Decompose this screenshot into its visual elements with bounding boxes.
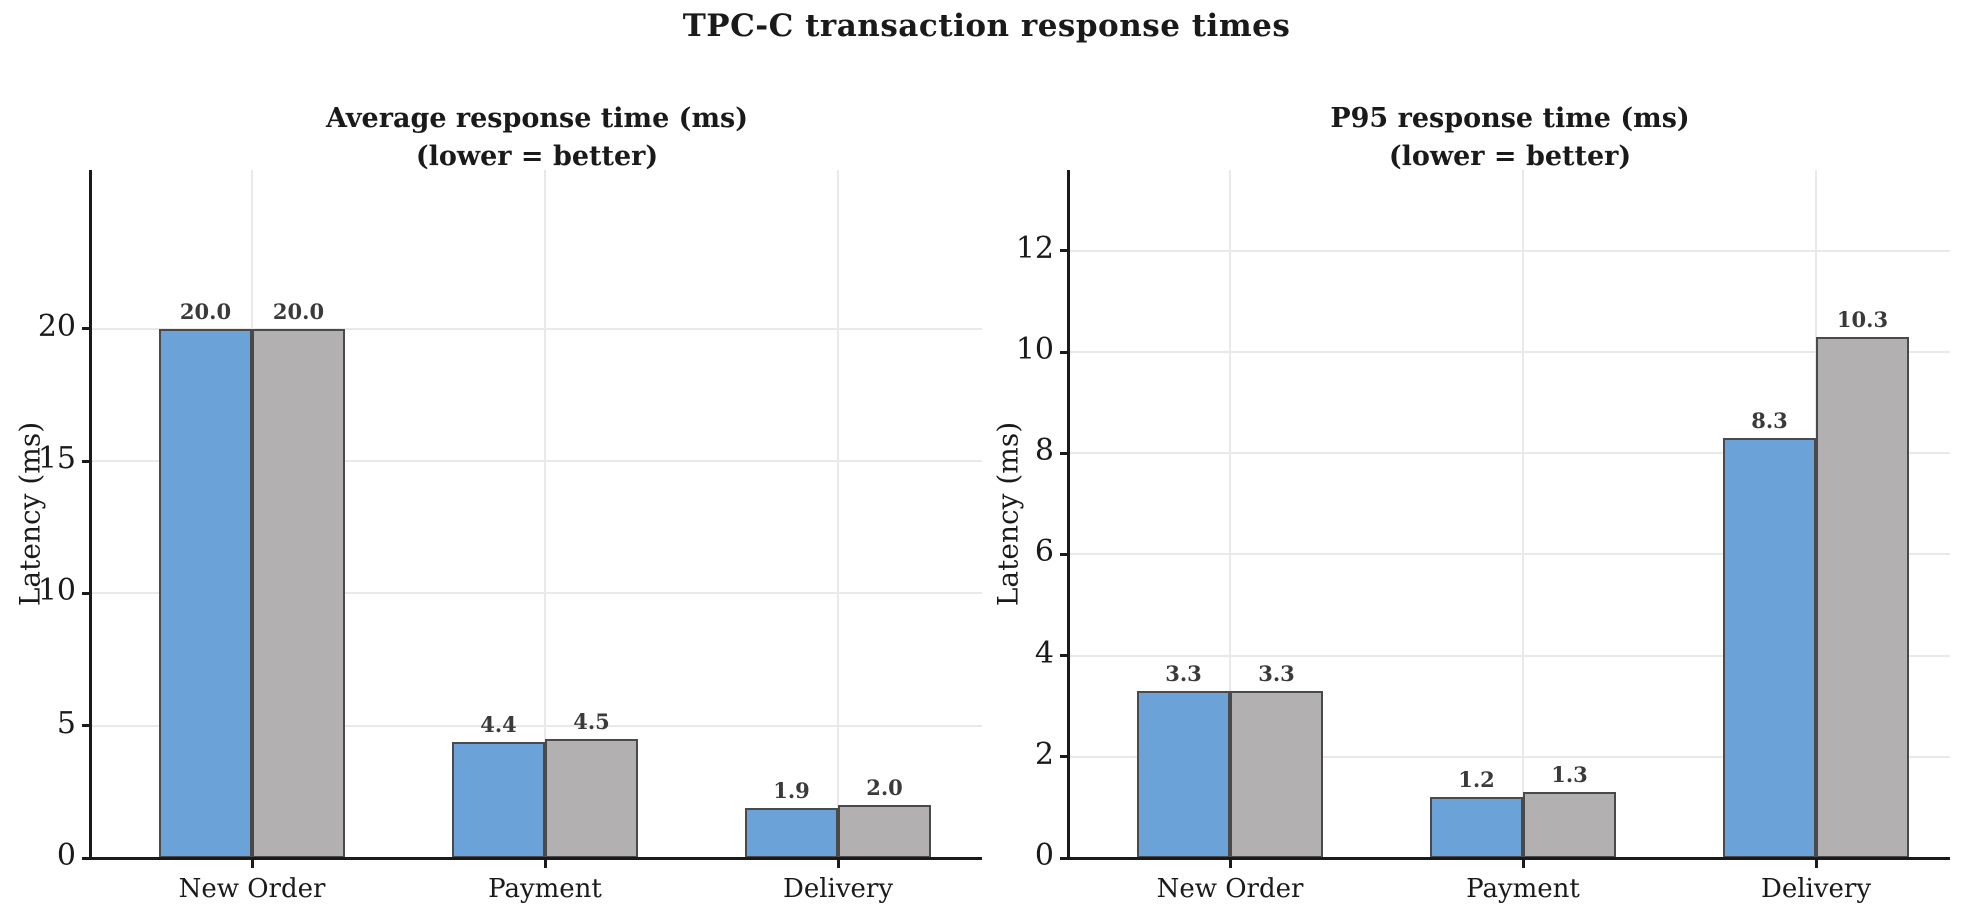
bar-value-label: 8.3	[1751, 408, 1788, 434]
bar-blue	[452, 741, 545, 858]
bar-blue	[1430, 797, 1523, 858]
x-tick-label: Payment	[488, 874, 602, 904]
gridline-vertical	[1522, 170, 1524, 858]
gridline-horizontal	[92, 460, 982, 463]
chart-title-block: P95 response time (ms) (lower = better)	[1070, 100, 1950, 176]
bar-value-label: 3.3	[1165, 661, 1202, 687]
gridline-horizontal	[92, 592, 982, 595]
y-tick-label: 2	[1034, 736, 1054, 772]
x-axis-spine	[1067, 856, 1950, 860]
bar-value-label: 2.0	[866, 775, 903, 801]
y-tick-label: 6	[1034, 534, 1054, 570]
y-tick-mark	[82, 724, 92, 728]
x-tick-mark	[836, 858, 840, 868]
gridline-horizontal	[92, 327, 982, 330]
y-tick-mark	[1060, 451, 1070, 455]
x-tick-label: Delivery	[782, 874, 894, 904]
bar-gray	[1523, 792, 1616, 858]
gridline-horizontal	[1070, 249, 1950, 252]
bar-value-label: 4.5	[573, 708, 610, 734]
y-tick-mark	[1060, 654, 1070, 658]
bar-gray	[1230, 691, 1323, 858]
x-tick-label: New Order	[178, 874, 326, 904]
y-tick-mark	[82, 459, 92, 463]
y-tick-label: 0	[1034, 838, 1054, 873]
x-tick-label: Delivery	[1760, 874, 1872, 904]
y-tick-mark	[82, 856, 92, 860]
bar-value-label: 4.4	[480, 711, 517, 737]
x-tick-mark	[1521, 858, 1525, 868]
gridline-vertical	[544, 170, 546, 858]
y-tick-label: 15	[37, 441, 76, 477]
y-tick-label: 8	[1034, 433, 1054, 469]
bar-value-label: 1.3	[1551, 762, 1588, 788]
bar-gray	[252, 328, 345, 858]
y-tick-label: 20	[37, 308, 76, 344]
gridline-horizontal	[1070, 654, 1950, 657]
bar-value-label: 10.3	[1836, 306, 1889, 332]
bar-value-label: 20.0	[272, 298, 325, 324]
gridline-horizontal	[1070, 553, 1950, 556]
bar-blue	[159, 328, 252, 858]
bar-gray	[1816, 336, 1909, 858]
figure-title: TPC-C transaction response times	[682, 8, 1291, 44]
chart-title: Average response time (ms)	[326, 103, 748, 134]
y-tick-label: 0	[56, 838, 76, 873]
y-tick-label: 10	[37, 573, 76, 609]
y-tick-mark	[1060, 249, 1070, 253]
x-tick-mark	[1814, 858, 1818, 868]
bar-blue	[1137, 691, 1230, 858]
gridline-vertical	[1229, 170, 1231, 858]
y-tick-mark	[82, 591, 92, 595]
bar-blue	[1723, 438, 1816, 858]
gridline-horizontal	[1070, 755, 1950, 758]
y-tick-label: 5	[56, 705, 76, 741]
x-tick-mark	[1228, 858, 1232, 868]
bar-gray	[838, 805, 931, 858]
y-axis-spine	[1067, 170, 1070, 860]
chart-title: P95 response time (ms)	[1330, 103, 1690, 134]
gridline-horizontal	[1070, 351, 1950, 354]
bar-value-label: 1.9	[773, 777, 810, 803]
y-tick-mark	[1060, 552, 1070, 556]
y-tick-label: 10	[1015, 332, 1054, 368]
y-tick-mark	[1060, 856, 1070, 860]
y-tick-mark	[82, 327, 92, 331]
bar-value-label: 20.0	[179, 298, 232, 324]
chart-subtitle: (lower = better)	[415, 141, 659, 172]
x-axis-spine	[89, 856, 982, 860]
y-tick-mark	[1060, 350, 1070, 354]
gridline-horizontal	[1070, 452, 1950, 455]
gridline-vertical	[837, 170, 839, 858]
bar-value-label: 1.2	[1458, 767, 1495, 793]
gridline-horizontal	[92, 724, 982, 727]
x-tick-label: New Order	[1156, 874, 1304, 904]
bar-gray	[545, 738, 638, 858]
x-tick-mark	[250, 858, 254, 868]
y-tick-label: 4	[1034, 635, 1054, 671]
chart-title-block: Average response time (ms) (lower = bette…	[92, 100, 982, 176]
y-tick-label: 12	[1015, 230, 1054, 266]
y-axis-spine	[89, 170, 92, 860]
bar-blue	[745, 807, 838, 858]
chart-subtitle: (lower = better)	[1388, 141, 1632, 172]
x-tick-label: Payment	[1466, 874, 1580, 904]
y-tick-mark	[1060, 755, 1070, 759]
x-tick-mark	[543, 858, 547, 868]
bar-value-label: 3.3	[1258, 661, 1295, 687]
